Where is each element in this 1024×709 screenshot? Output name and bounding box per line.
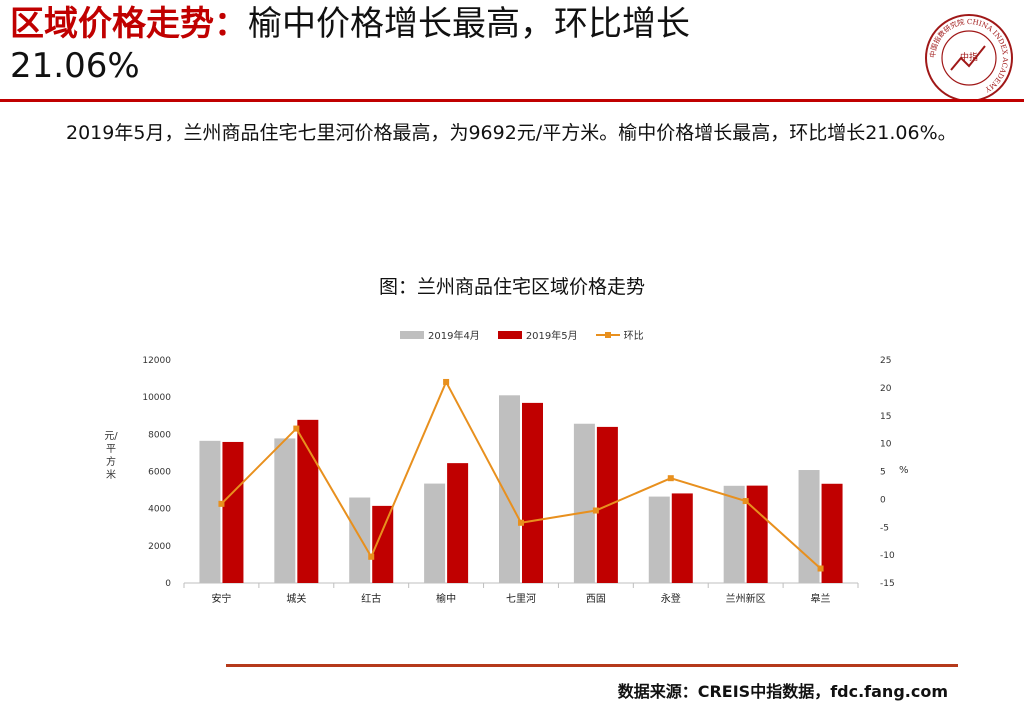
y2-tick-label: -10 [880,551,895,561]
point-mom [368,553,375,560]
x-tick-label: 红古 [361,592,381,605]
y-tick-label: 6000 [148,468,171,478]
bar-apr [199,440,221,583]
y2-tick-label: 5 [880,468,886,478]
y2-tick-label: 20 [880,384,892,394]
legend-label-may: 2019年5月 [525,331,578,342]
point-mom [742,498,749,505]
bar-may [297,419,319,583]
x-tick-label: 城关 [286,592,306,605]
x-tick-label: 榆中 [436,592,456,605]
chart-legend: 2019年4月 2019年5月 环比 [400,327,644,342]
legend-item-apr: 2019年4月 [400,327,480,342]
x-tick-label: 永登 [661,592,681,605]
page-title: 区域价格走势：榆中价格增长最高，环比增长 21.06% [10,2,910,86]
bar-apr [723,485,745,583]
legend-swatch-apr [400,330,424,339]
bar-apr [648,496,670,583]
legend-label-apr: 2019年4月 [428,331,480,342]
point-mom [293,425,300,432]
footer-divider [226,664,958,667]
point-mom [443,378,450,385]
y-tick-label: 4000 [148,505,171,515]
bar-may [222,441,244,583]
summary-text: 2019年5月，兰州商品住宅七里河价格最高，为9692元/平方米。榆中价格增长最… [66,122,957,144]
y2-tick-label: 10 [880,440,892,450]
y-axis-label: 元/平方米 [104,431,118,481]
bar-apr [424,483,446,583]
point-mom [218,500,225,507]
legend-item-mom: 环比 [595,327,644,342]
bar-may [821,483,843,583]
bar-may [372,505,394,583]
bar-may [522,402,543,583]
bar-may [671,493,693,583]
point-mom [817,565,824,572]
y2-axis-label: % [899,465,909,476]
x-tick-label: 皋兰 [811,592,831,605]
x-tick-label: 安宁 [211,592,231,605]
x-tick-label: 兰州新区 [726,592,766,605]
bar-apr [573,423,595,583]
bar-apr [499,395,520,583]
title-highlight: 区域价格走势： [10,4,248,44]
title-line2: 21.06% [10,46,140,86]
point-mom [518,519,524,526]
title-divider [0,99,1024,102]
point-mom [667,475,674,482]
legend-swatch-mom [595,331,620,338]
logo-center-text: 中指 [960,51,978,63]
y2-tick-label: 25 [880,356,891,366]
y-tick-label: 2000 [148,542,171,552]
point-mom [592,507,599,514]
y-tick-label: 10000 [142,393,171,403]
legend-swatch-may [497,330,522,339]
y2-tick-label: 0 [880,495,886,505]
legend-label-mom: 环比 [623,331,644,342]
x-tick-label: 西固 [586,593,606,605]
chart-title: 图：兰州商品住宅区域价格走势 [378,276,645,298]
bar-may [746,485,768,583]
legend-item-may: 2019年5月 [497,327,578,342]
y2-tick-label: -5 [880,523,889,533]
y-tick-label: 8000 [148,430,171,440]
y-tick-label: 0 [165,579,171,589]
data-source: 数据来源：CREIS中指数据，fdc.fang.com [617,682,948,701]
bar-apr [349,497,371,583]
y-tick-label: 12000 [142,356,171,366]
y2-tick-label: 15 [880,412,891,422]
title-text: 榆中价格增长最高，环比增长 [248,4,690,44]
bar-apr [274,438,296,583]
bar-may [447,463,469,583]
x-tick-label: 七里河 [506,593,536,605]
y2-tick-label: -15 [880,579,895,589]
